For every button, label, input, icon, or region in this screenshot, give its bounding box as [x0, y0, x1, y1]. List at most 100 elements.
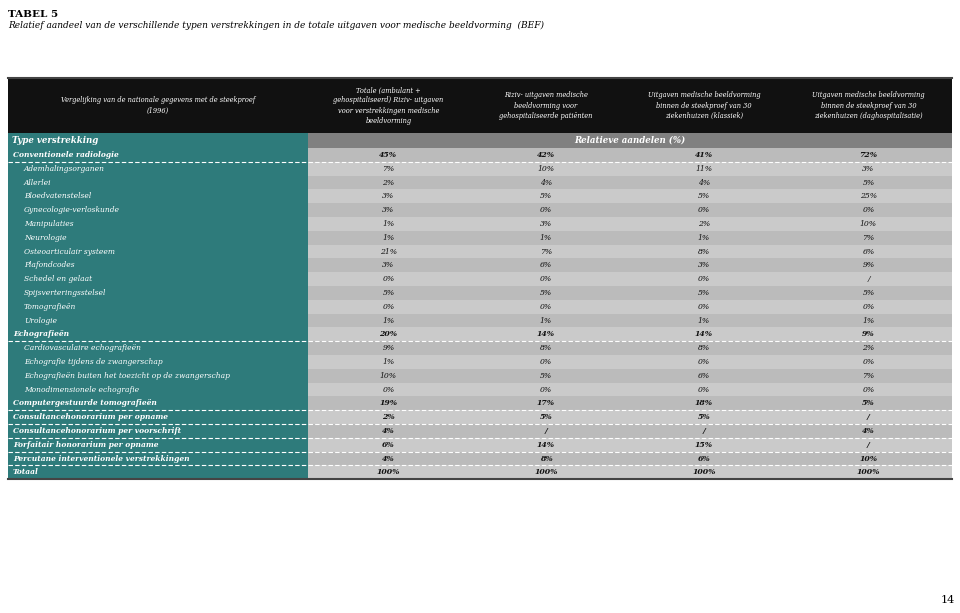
Bar [785, 369, 952, 383]
Bar [8, 78, 952, 133]
Text: 15%: 15% [695, 441, 713, 449]
Bar [785, 355, 952, 369]
Bar [8, 162, 308, 175]
Bar [469, 189, 623, 203]
Bar [308, 272, 469, 286]
Text: Consultancehonorarium per opname: Consultancehonorarium per opname [13, 413, 168, 421]
Text: TABEL 5: TABEL 5 [8, 10, 59, 19]
Text: 1%: 1% [540, 316, 552, 324]
Text: 4%: 4% [382, 427, 395, 435]
Text: 0%: 0% [862, 206, 875, 214]
Text: 5%: 5% [540, 289, 552, 297]
Text: 2%: 2% [862, 344, 875, 352]
Text: 0%: 0% [382, 275, 395, 283]
Text: 1%: 1% [862, 316, 875, 324]
Text: Consultancehonorarium per voorschrift: Consultancehonorarium per voorschrift [13, 427, 181, 435]
Bar [8, 397, 308, 410]
Text: 11%: 11% [695, 165, 712, 173]
Text: 8%: 8% [540, 454, 552, 462]
Bar [469, 245, 623, 259]
Bar [469, 314, 623, 327]
Text: Percutane interventionele verstrekkingen: Percutane interventionele verstrekkingen [13, 454, 190, 462]
Text: Plafondcodes: Plafondcodes [24, 261, 75, 269]
Text: 5%: 5% [862, 178, 875, 186]
Text: 6%: 6% [382, 441, 395, 449]
Text: 100%: 100% [856, 468, 880, 476]
Text: 6%: 6% [698, 371, 710, 379]
Bar [623, 383, 785, 397]
Text: 0%: 0% [540, 358, 552, 366]
Text: Echografie tijdens de zwangerschap: Echografie tijdens de zwangerschap [24, 358, 162, 366]
Bar [469, 397, 623, 410]
Bar [8, 465, 308, 479]
Bar [785, 410, 952, 424]
Text: Vergelijking van de nationale gegevens met de steekproef
(1996): Vergelijking van de nationale gegevens m… [60, 96, 255, 115]
Text: 8%: 8% [698, 248, 710, 256]
Bar [785, 465, 952, 479]
Text: Ademhalingsorganen: Ademhalingsorganen [24, 165, 105, 173]
Bar [623, 327, 785, 341]
Bar [8, 424, 308, 438]
Bar [8, 148, 308, 162]
Text: 6%: 6% [862, 248, 875, 256]
Bar [785, 272, 952, 286]
Text: 7%: 7% [540, 248, 552, 256]
Text: 5%: 5% [540, 192, 552, 200]
Bar [623, 272, 785, 286]
Bar [8, 438, 308, 452]
Text: Uitgaven medische beeldvorming
binnen de steekproef van 30
ziekenhuizen (klassie: Uitgaven medische beeldvorming binnen de… [648, 91, 760, 120]
Bar [623, 369, 785, 383]
Text: 5%: 5% [862, 399, 875, 407]
Text: Riziv- uitgaven medische
beeldvorming voor
gehospitaliseerde patiënten: Riziv- uitgaven medische beeldvorming vo… [499, 91, 592, 120]
Bar [469, 452, 623, 465]
Text: 14%: 14% [537, 330, 555, 338]
Bar [308, 314, 469, 327]
Text: Gynecologie-verloskunde: Gynecologie-verloskunde [24, 206, 120, 214]
Text: 1%: 1% [382, 316, 395, 324]
Bar [785, 397, 952, 410]
Text: 7%: 7% [382, 165, 395, 173]
Text: 2%: 2% [382, 178, 395, 186]
Bar [785, 327, 952, 341]
Bar [785, 424, 952, 438]
Text: 25%: 25% [860, 192, 877, 200]
Text: Relatief aandeel van de verschillende typen verstrekkingen in de totale uitgaven: Relatief aandeel van de verschillende ty… [8, 21, 544, 30]
Bar [623, 189, 785, 203]
Bar [623, 424, 785, 438]
Text: 19%: 19% [379, 399, 397, 407]
Text: 0%: 0% [698, 386, 710, 394]
Bar [469, 217, 623, 231]
Bar [785, 203, 952, 217]
Text: 6%: 6% [698, 454, 710, 462]
Text: 0%: 0% [862, 303, 875, 311]
Bar [785, 162, 952, 175]
Text: 14%: 14% [695, 330, 713, 338]
Bar [469, 286, 623, 300]
Bar [623, 355, 785, 369]
Bar [308, 175, 469, 189]
Bar [308, 286, 469, 300]
Bar [623, 231, 785, 245]
Bar [308, 383, 469, 397]
Text: 0%: 0% [540, 206, 552, 214]
Bar [308, 452, 469, 465]
Bar [308, 438, 469, 452]
Bar [469, 355, 623, 369]
Text: 2%: 2% [382, 413, 395, 421]
Text: 4%: 4% [540, 178, 552, 186]
Text: 3%: 3% [862, 165, 875, 173]
Bar [623, 300, 785, 314]
Bar [8, 369, 308, 383]
Text: 0%: 0% [698, 303, 710, 311]
Bar [785, 383, 952, 397]
Bar [469, 438, 623, 452]
Text: 0%: 0% [862, 386, 875, 394]
Text: 72%: 72% [859, 151, 877, 159]
Bar [469, 175, 623, 189]
Bar [469, 327, 623, 341]
Bar [308, 189, 469, 203]
Text: 0%: 0% [382, 386, 395, 394]
Text: 42%: 42% [537, 151, 555, 159]
Bar [469, 162, 623, 175]
Bar [308, 327, 469, 341]
